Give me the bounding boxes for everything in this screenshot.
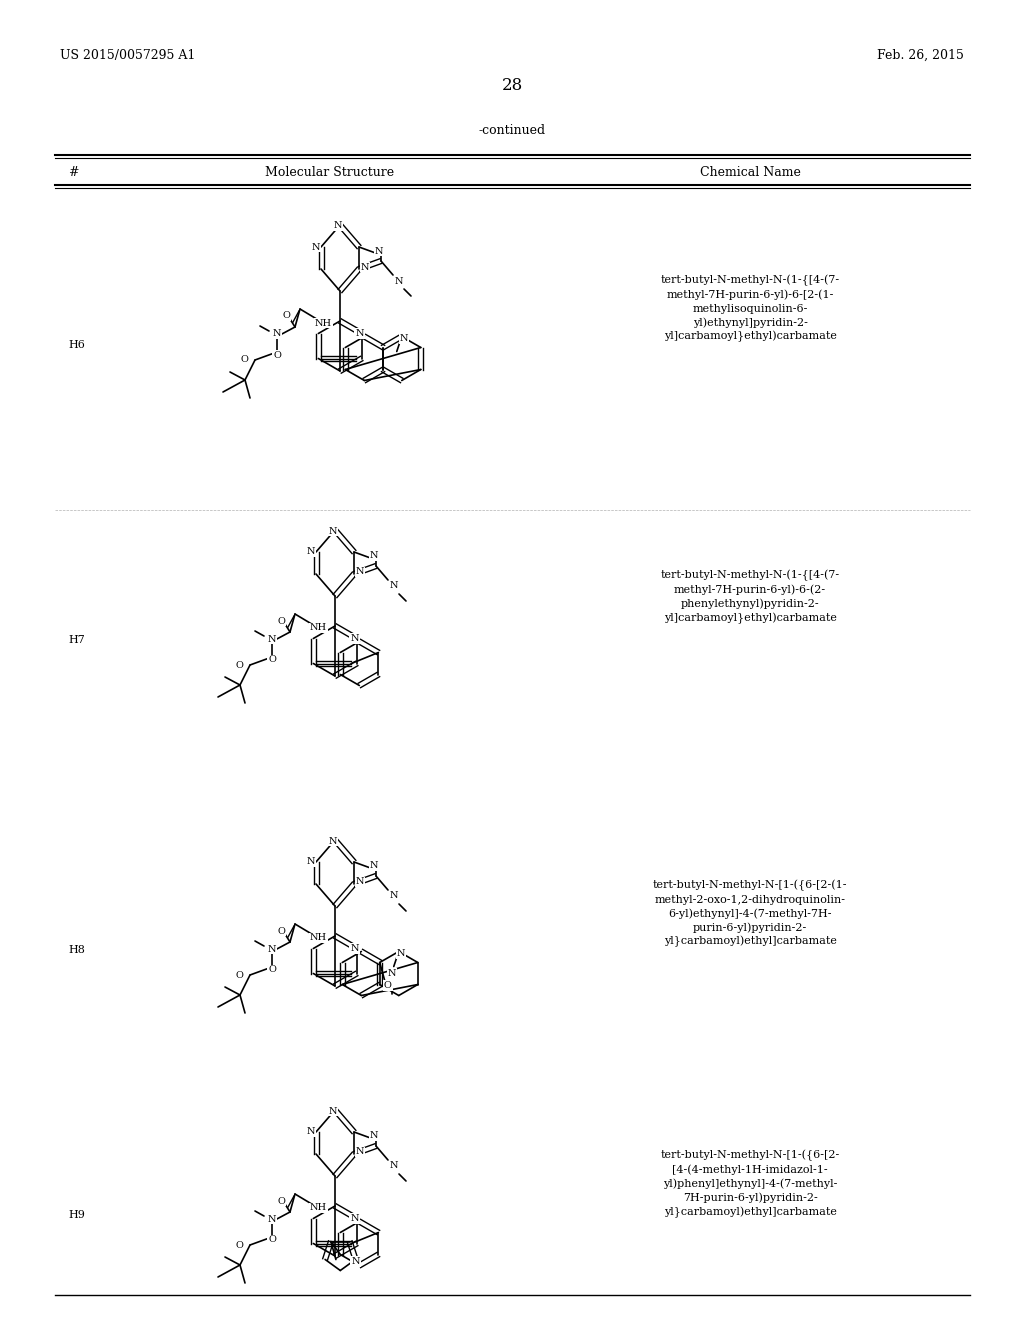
Text: tert-butyl-N-methyl-N-[1-({6-[2-(1-
methyl-2-oxo-1,2-dihydroquinolin-
6-yl)ethyn: tert-butyl-N-methyl-N-[1-({6-[2-(1- meth… — [652, 880, 847, 948]
Text: N: N — [272, 330, 282, 338]
Text: N: N — [350, 944, 358, 953]
Text: N: N — [355, 329, 364, 338]
Text: H7: H7 — [68, 635, 85, 645]
Text: N: N — [355, 1147, 365, 1156]
Text: O: O — [278, 1196, 285, 1205]
Text: O: O — [273, 351, 281, 359]
Text: O: O — [268, 656, 275, 664]
Text: N: N — [390, 1162, 398, 1171]
Text: Chemical Name: Chemical Name — [699, 166, 801, 180]
Text: N: N — [355, 878, 365, 887]
Text: O: O — [278, 927, 285, 936]
Text: NH: NH — [310, 933, 327, 942]
Text: N: N — [267, 1214, 276, 1224]
Text: N: N — [351, 1257, 359, 1266]
Text: N: N — [399, 334, 408, 343]
Text: O: O — [384, 981, 391, 990]
Text: N: N — [329, 527, 337, 536]
Text: O: O — [268, 965, 275, 974]
Text: O: O — [268, 1236, 275, 1245]
Text: N: N — [387, 969, 396, 978]
Text: NH: NH — [310, 1204, 327, 1213]
Text: H6: H6 — [68, 341, 85, 350]
Text: O: O — [278, 616, 285, 626]
Text: NH: NH — [310, 623, 327, 632]
Text: N: N — [307, 548, 315, 557]
Text: NH: NH — [314, 318, 332, 327]
Text: tert-butyl-N-methyl-N-(1-{[4-(7-
methyl-7H-purin-6-yl)-6-(2-
phenylethynyl)pyrid: tert-butyl-N-methyl-N-(1-{[4-(7- methyl-… — [660, 570, 840, 624]
Text: N: N — [370, 552, 378, 561]
Text: H9: H9 — [68, 1210, 85, 1220]
Text: N: N — [370, 1131, 378, 1140]
Text: N: N — [355, 568, 365, 577]
Text: O: O — [240, 355, 248, 364]
Text: N: N — [307, 1127, 315, 1137]
Text: N: N — [307, 858, 315, 866]
Text: US 2015/0057295 A1: US 2015/0057295 A1 — [60, 49, 196, 62]
Text: N: N — [350, 1214, 358, 1224]
Text: tert-butyl-N-methyl-N-(1-{[4-(7-
methyl-7H-purin-6-yl)-6-[2-(1-
methylisoquinoli: tert-butyl-N-methyl-N-(1-{[4-(7- methyl-… — [660, 275, 840, 342]
Text: tert-butyl-N-methyl-N-[1-({6-[2-
[4-(4-methyl-1H-imidazol-1-
yl)phenyl]ethynyl]-: tert-butyl-N-methyl-N-[1-({6-[2- [4-(4-m… — [660, 1150, 840, 1218]
Text: H8: H8 — [68, 945, 85, 954]
Text: N: N — [390, 582, 398, 590]
Text: O: O — [236, 1241, 243, 1250]
Text: N: N — [396, 949, 406, 958]
Text: -continued: -continued — [478, 124, 546, 136]
Text: Feb. 26, 2015: Feb. 26, 2015 — [878, 49, 964, 62]
Text: O: O — [236, 970, 243, 979]
Text: N: N — [267, 945, 276, 953]
Text: N: N — [375, 247, 383, 256]
Text: #: # — [68, 166, 79, 180]
Text: O: O — [236, 660, 243, 669]
Text: N: N — [329, 837, 337, 846]
Text: O: O — [282, 312, 290, 321]
Text: N: N — [370, 862, 378, 870]
Text: N: N — [390, 891, 398, 900]
Text: N: N — [334, 222, 342, 231]
Text: N: N — [311, 243, 321, 252]
Text: 28: 28 — [502, 77, 522, 94]
Text: N: N — [360, 263, 370, 272]
Text: N: N — [394, 276, 403, 285]
Text: N: N — [350, 634, 358, 643]
Text: N: N — [267, 635, 276, 644]
Text: N: N — [329, 1106, 337, 1115]
Text: Molecular Structure: Molecular Structure — [265, 166, 394, 180]
